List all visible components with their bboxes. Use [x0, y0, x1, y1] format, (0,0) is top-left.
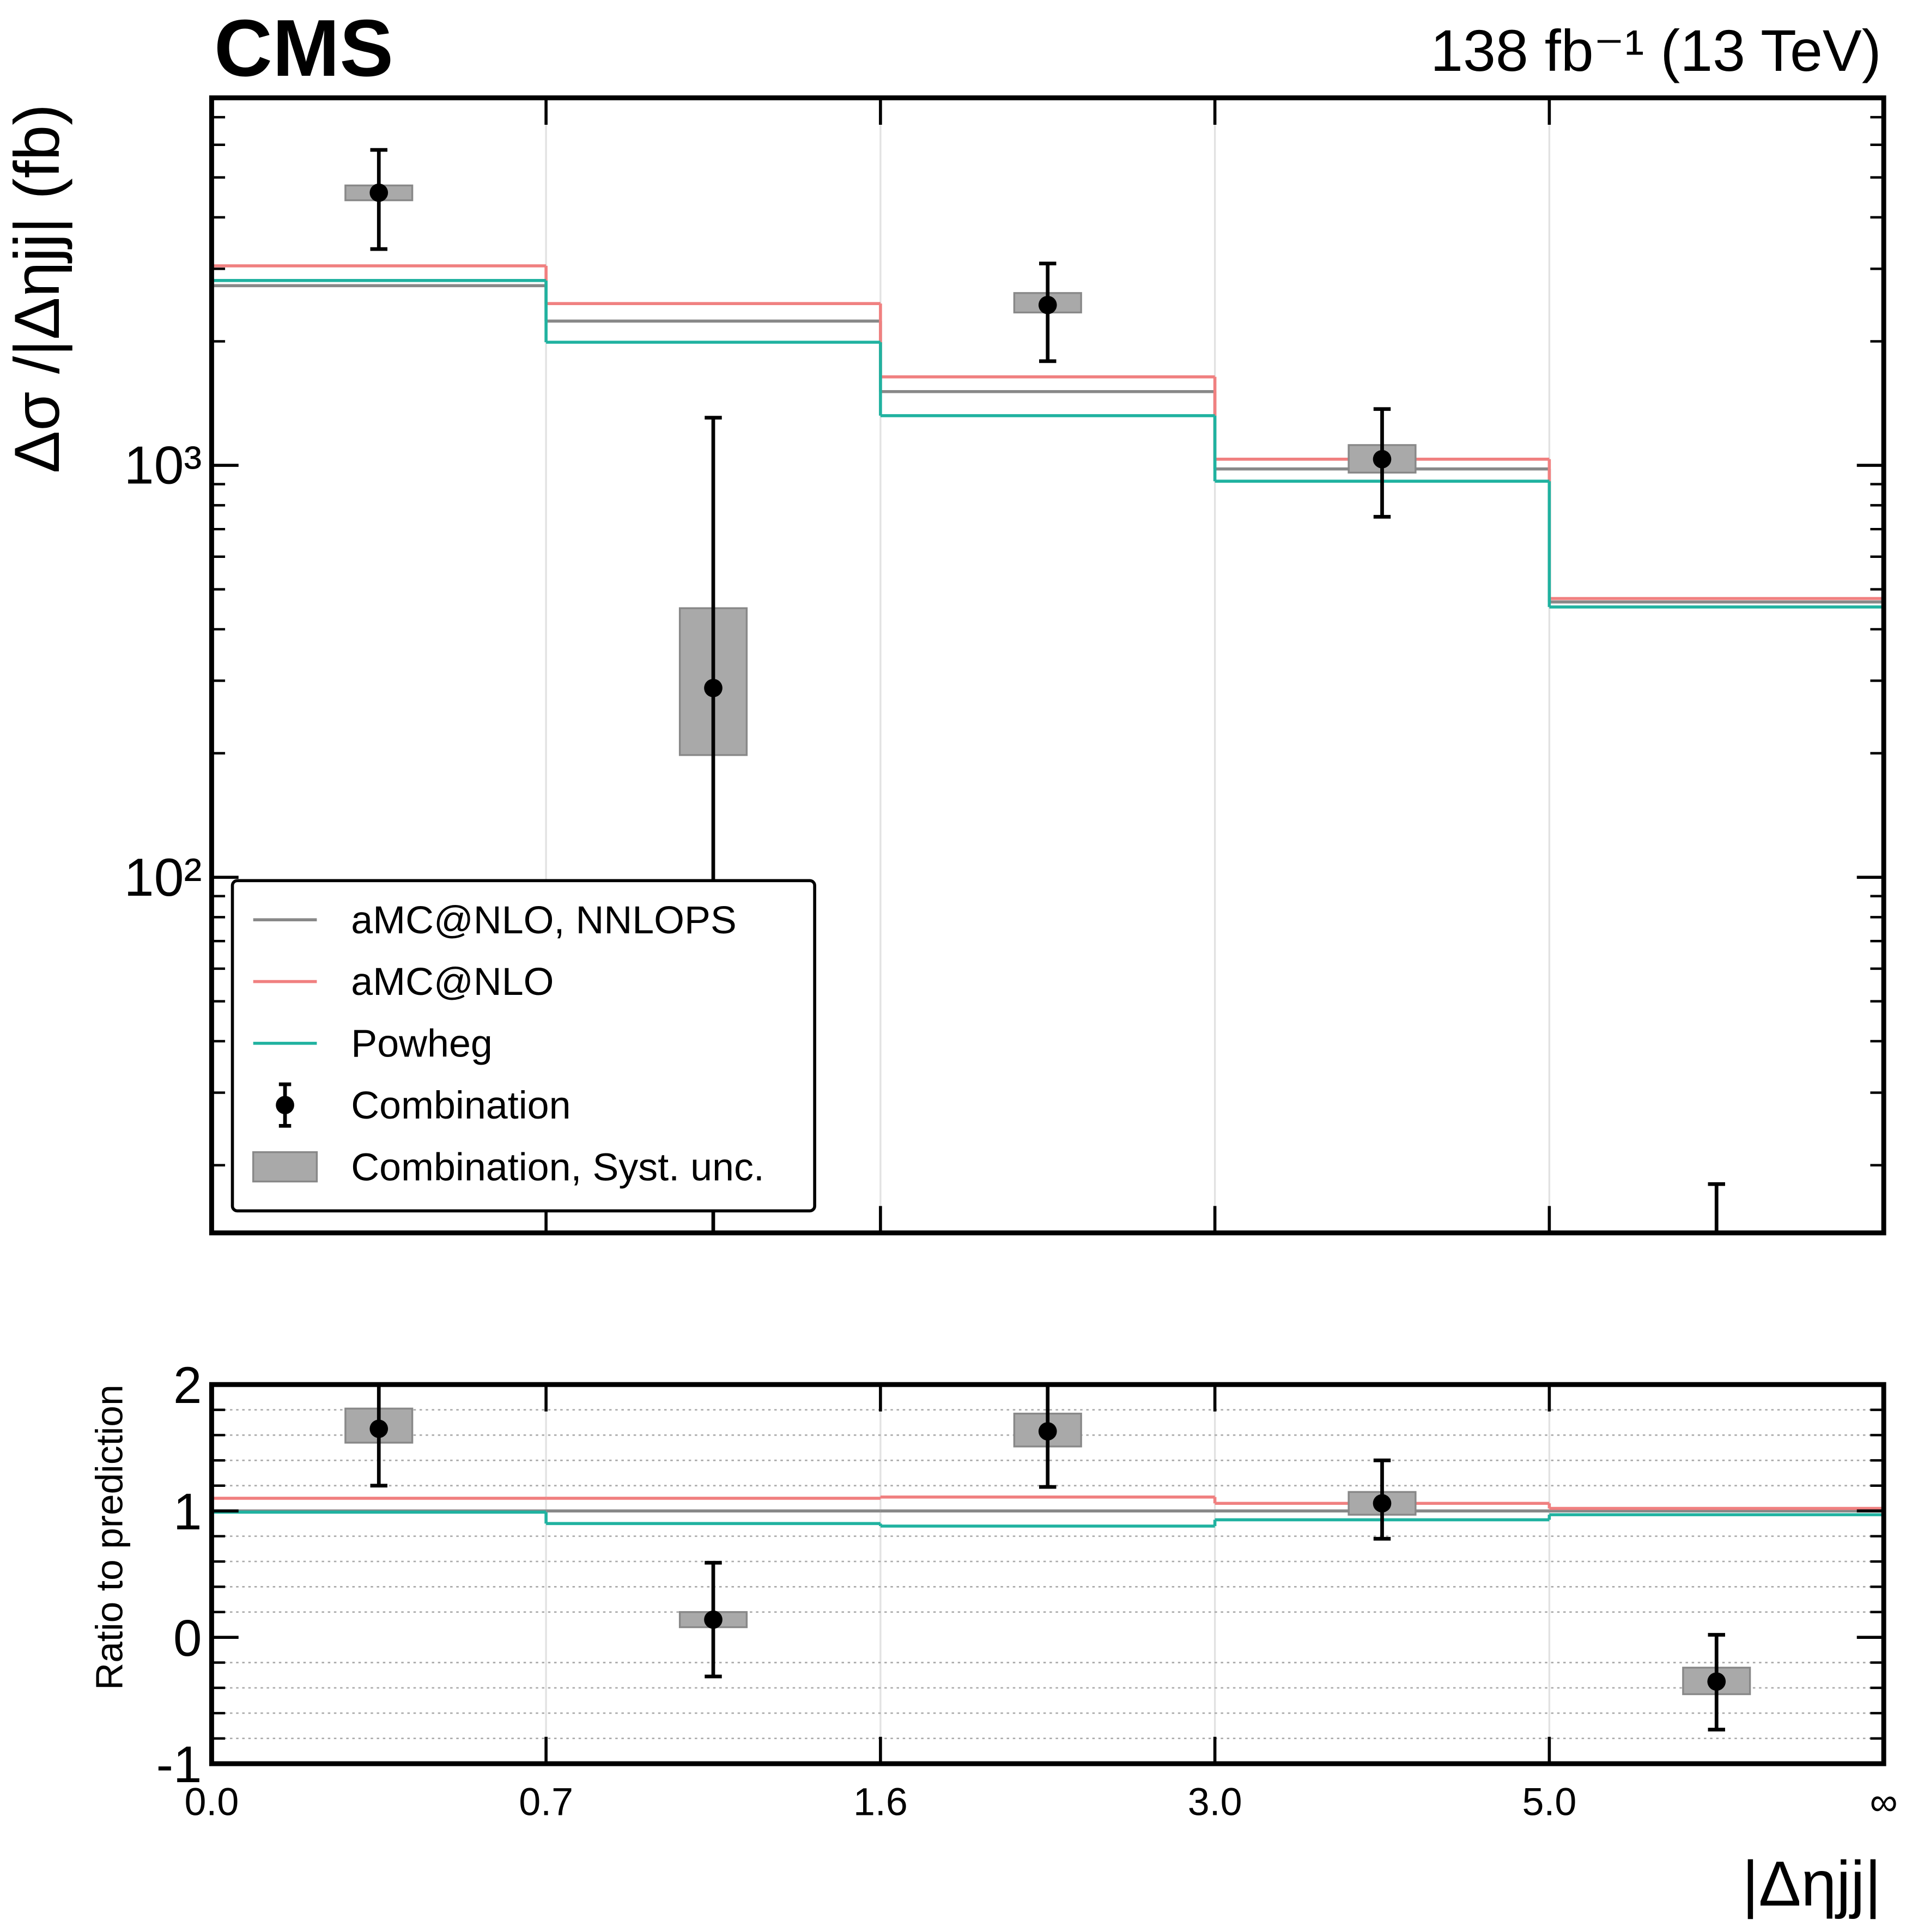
- plot-frame: [209, 95, 1886, 1236]
- x-tick-label: ∞: [1870, 1780, 1898, 1824]
- y-tick-label: 10³: [124, 435, 202, 495]
- chart-subtitle: 138 fb⁻¹ (13 TeV): [1430, 17, 1881, 83]
- data-point: [1038, 1422, 1057, 1441]
- data-point: [369, 1419, 389, 1438]
- x-tick-label: 5.0: [1522, 1780, 1576, 1824]
- legend-label: Powheg: [351, 1022, 493, 1066]
- plot-frame: [209, 1382, 1886, 1766]
- y-axis-label: Δσ /|Δηjj| (fb): [1, 104, 72, 473]
- legend-box: [230, 879, 816, 1213]
- data-point: [369, 183, 389, 202]
- x-tick-label: 1.6: [853, 1780, 908, 1824]
- data-point: [704, 1610, 723, 1629]
- plot-area: [211, 1384, 1884, 1764]
- x-tick-label: 0.7: [519, 1780, 573, 1824]
- y-tick-label: -1: [156, 1736, 202, 1793]
- legend-label: aMC@NLO: [351, 960, 554, 1004]
- y-tick-label: 0: [173, 1609, 202, 1667]
- legend-label: Combination, Syst. unc.: [351, 1145, 764, 1189]
- data-point: [1707, 1672, 1726, 1691]
- ratio-y-axis-label: Ratio to prediction: [88, 1384, 131, 1690]
- legend-label: aMC@NLO, NNLOPS: [351, 898, 737, 942]
- legend-swatch: [252, 1151, 318, 1183]
- plot-area: [211, 98, 1884, 1233]
- data-point: [1373, 449, 1392, 469]
- data-point: [704, 678, 723, 697]
- y-tick-label: 1: [173, 1483, 202, 1540]
- legend-label: Combination: [351, 1084, 570, 1127]
- y-tick-label: 2: [173, 1357, 202, 1414]
- x-tick-label: 0.0: [184, 1780, 239, 1824]
- x-axis-label: |Δηjj|: [1742, 1848, 1881, 1919]
- data-point: [1373, 1494, 1392, 1513]
- x-tick-label: 3.0: [1188, 1780, 1242, 1824]
- data-point: [1038, 295, 1057, 314]
- y-tick-label: 10²: [124, 847, 202, 907]
- chart-title: CMS: [214, 3, 393, 93]
- legend-swatch: [276, 1096, 294, 1115]
